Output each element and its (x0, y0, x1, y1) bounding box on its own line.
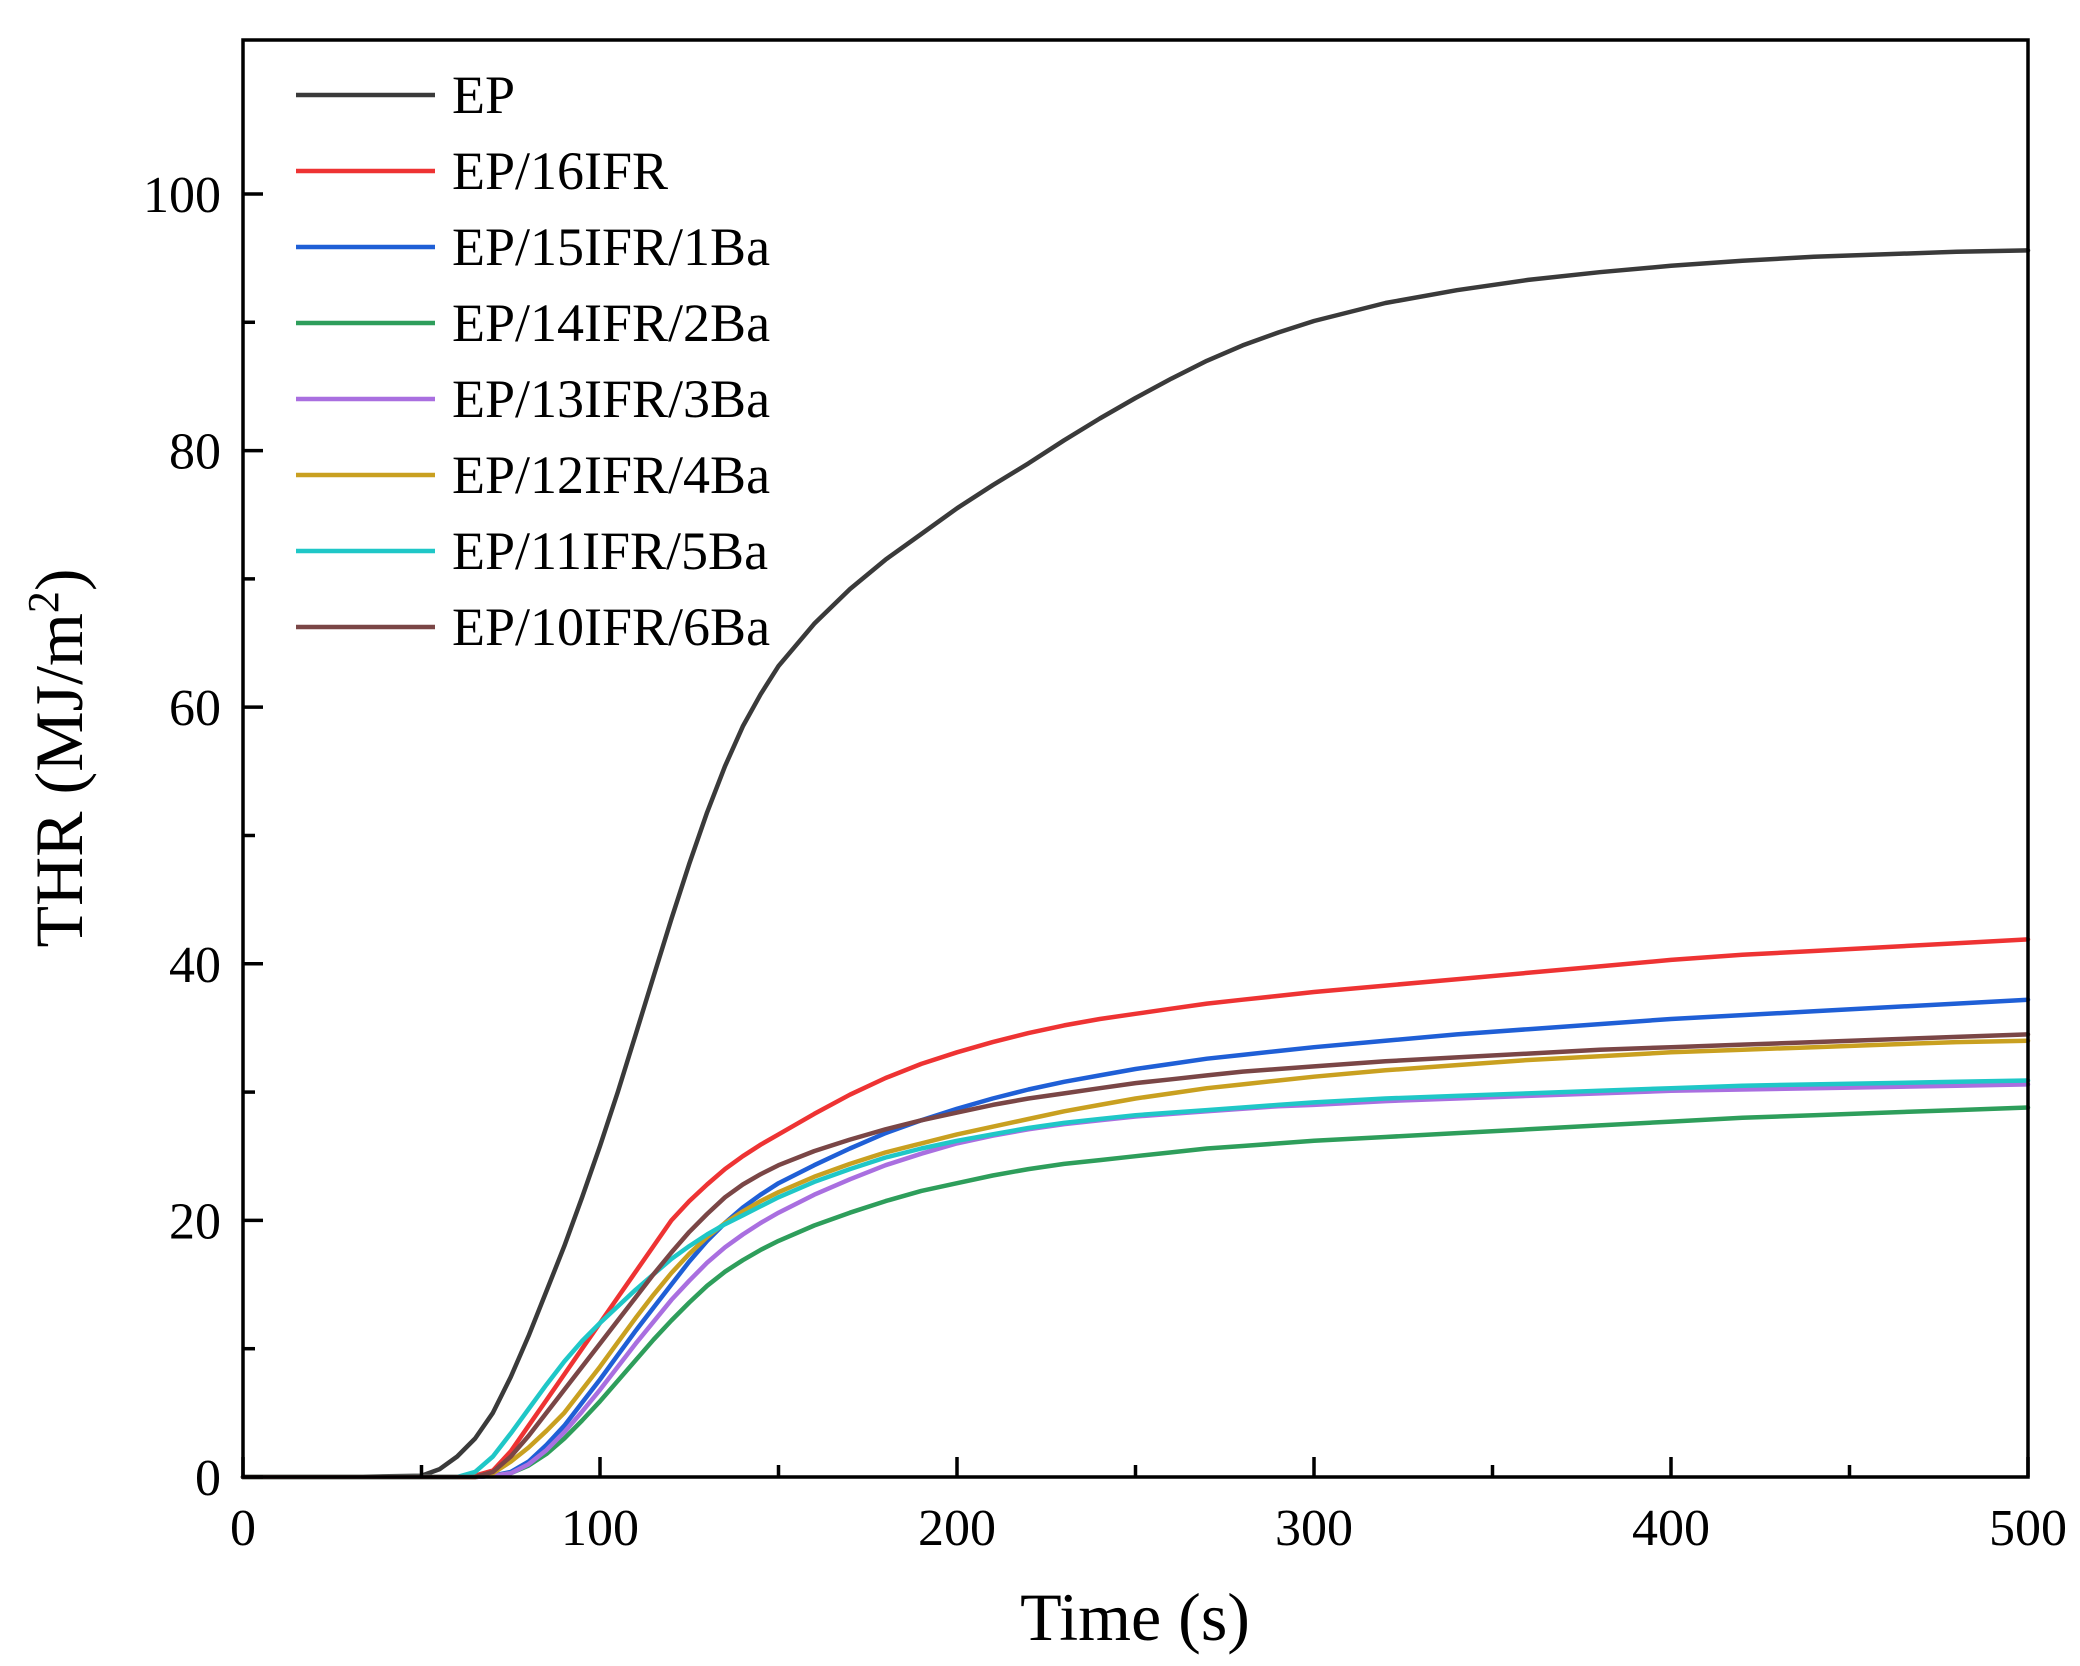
series-line-4 (240, 1105, 2031, 1480)
ticks-layer: 0 100 200 300 400 500 0 20 40 60 80 100 (143, 167, 2067, 1557)
legend-label-5: EP/13IFR/3Ba (452, 369, 770, 429)
legend-label-2: EP/16IFR (452, 141, 668, 201)
x-tick-label: 100 (561, 1500, 639, 1557)
x-tick-label: 300 (1275, 1500, 1353, 1557)
series-line-5 (240, 1082, 2031, 1480)
x-tick-label: 400 (1632, 1500, 1710, 1557)
x-tick-label: 200 (918, 1500, 996, 1557)
series-layer (240, 248, 2031, 1480)
legend-label-8: EP/10IFR/6Ba (452, 597, 770, 657)
legend-label-1: EP (452, 65, 515, 125)
series-line-2 (240, 937, 2031, 1480)
series-line-7 (240, 1078, 2031, 1480)
series-line-3 (240, 997, 2031, 1480)
y-axis-title: THR (MJ/m2) (19, 568, 98, 947)
y-tick-label: 100 (143, 167, 221, 224)
y-axis-title-superscript: 2 (19, 591, 68, 613)
y-axis-title-suffix: ) (21, 568, 97, 591)
x-tick-label: 0 (230, 1500, 256, 1557)
legend: EP EP/16IFR EP/15IFR/1Ba EP/14IFR/2Ba EP/13I… (296, 65, 770, 657)
legend-label-7: EP/11IFR/5Ba (452, 521, 768, 581)
y-tick-label: 20 (169, 1193, 221, 1250)
y-tick-label: 40 (169, 937, 221, 994)
x-axis-title: Time (s) (1020, 1579, 1250, 1655)
y-tick-label: 0 (195, 1450, 221, 1507)
y-axis-title-main: THR (MJ/m (21, 613, 97, 947)
series-line-6 (240, 1038, 2031, 1480)
y-tick-label: 60 (169, 680, 221, 737)
y-tick-label: 80 (169, 424, 221, 481)
x-tick-label: 500 (1989, 1500, 2067, 1557)
legend-label-6: EP/12IFR/4Ba (452, 445, 770, 505)
series-line-1 (240, 248, 2031, 1480)
series-line-8 (240, 1032, 2031, 1480)
legend-label-4: EP/14IFR/2Ba (452, 293, 770, 353)
legend-label-3: EP/15IFR/1Ba (452, 217, 770, 277)
